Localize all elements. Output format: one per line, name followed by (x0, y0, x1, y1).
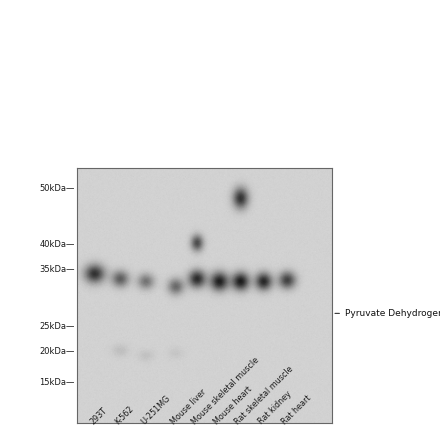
Text: 15kDa—: 15kDa— (40, 378, 75, 387)
Text: 293T: 293T (88, 405, 109, 426)
Text: Rat heart: Rat heart (280, 393, 313, 426)
Text: U-251MG: U-251MG (139, 393, 172, 426)
Text: 35kDa—: 35kDa— (39, 265, 75, 274)
Text: Rat skeletal muscle: Rat skeletal muscle (234, 364, 295, 426)
Text: K-562: K-562 (114, 404, 136, 426)
Text: 25kDa—: 25kDa— (40, 321, 75, 331)
Text: Pyruvate Dehydrogenase E1 beta subunit: Pyruvate Dehydrogenase E1 beta subunit (335, 309, 440, 318)
Text: Mouse heart: Mouse heart (212, 384, 254, 426)
Text: 20kDa—: 20kDa— (40, 347, 75, 356)
Text: Mouse skeletal muscle: Mouse skeletal muscle (190, 355, 261, 426)
Text: 50kDa—: 50kDa— (40, 183, 75, 193)
Text: 40kDa—: 40kDa— (40, 240, 75, 249)
Text: Mouse liver: Mouse liver (169, 387, 208, 426)
Text: Rat kidney: Rat kidney (257, 389, 293, 426)
